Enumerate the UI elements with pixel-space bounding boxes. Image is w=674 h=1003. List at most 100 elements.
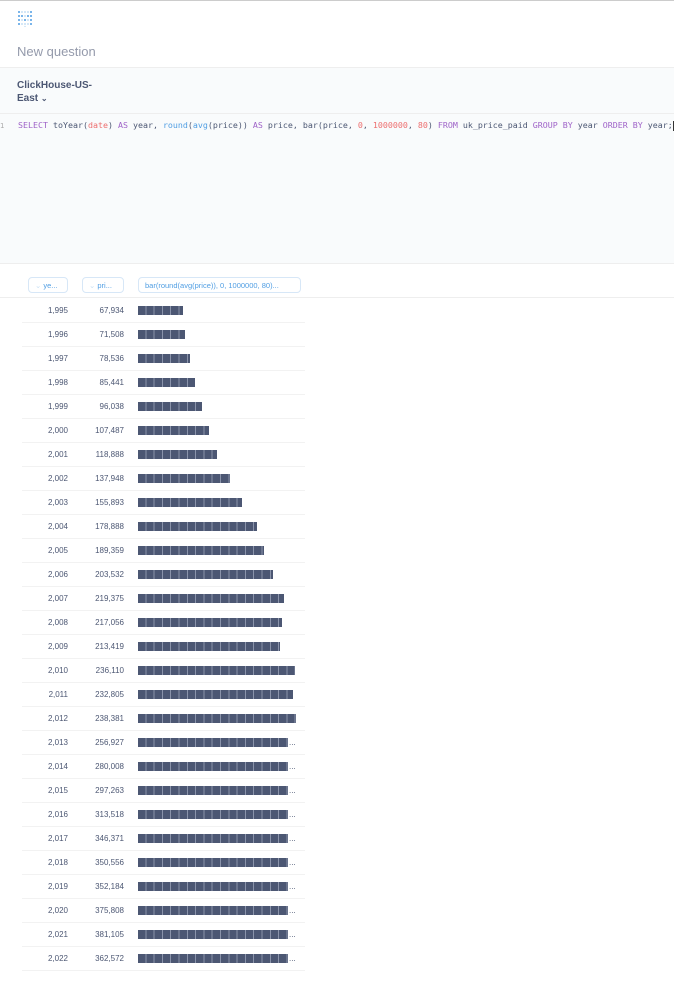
- table-row: 2,008 217,056: [0, 611, 305, 635]
- bar-mark: [138, 402, 202, 411]
- bar-cell: [138, 450, 217, 459]
- sql-editor[interactable]: ClickHouse-US-East ⌄ 1 SELECT toYear(date…: [0, 67, 674, 264]
- table-row: 2,013 256,927...: [0, 731, 305, 755]
- table-row: 2,019 352,184...: [0, 875, 305, 899]
- bar-mark: [138, 738, 288, 747]
- column-headers: ⌄ ye... ⌄ pri... bar(round(avg(price)), …: [0, 277, 674, 297]
- bar-cell: ...: [138, 906, 296, 915]
- price-cell: 137,948: [95, 474, 124, 483]
- bar-cell: ...: [138, 858, 296, 867]
- price-cell: 203,532: [95, 570, 124, 579]
- price-cell: 107,487: [95, 426, 124, 435]
- year-cell: 2,014: [47, 762, 68, 771]
- bar-mark: [138, 642, 280, 651]
- bar-cell: [138, 642, 280, 651]
- year-cell: 2,009: [47, 642, 68, 651]
- bar-cell: ...: [138, 738, 296, 747]
- sql-line[interactable]: 1 SELECT toYear(date) AS year, round(avg(…: [0, 120, 674, 131]
- price-cell: 362,572: [95, 954, 124, 963]
- price-cell: 352,184: [95, 882, 124, 891]
- year-cell: 2,007: [47, 594, 68, 603]
- truncation-ellipsis: ...: [289, 882, 296, 891]
- bar-cell: [138, 714, 297, 723]
- year-cell: 1,999: [47, 402, 68, 411]
- bar-mark: [138, 834, 288, 843]
- year-cell: 2,022: [47, 954, 68, 963]
- bar-mark: [138, 474, 230, 483]
- bar-mark: [138, 570, 274, 579]
- chevron-down-icon: ⌄: [89, 281, 98, 290]
- bar-mark: [138, 594, 284, 603]
- price-cell: 280,008: [95, 762, 124, 771]
- table-row: 2,021 381,105...: [0, 923, 305, 947]
- bar-cell: [138, 378, 195, 387]
- chevron-down-icon: ⌄: [35, 281, 44, 290]
- bar-mark: [138, 954, 288, 963]
- table-row: 2,007 219,375: [0, 587, 305, 611]
- year-cell: 2,004: [47, 522, 68, 531]
- year-cell: 1,997: [47, 354, 68, 363]
- bar-cell: ...: [138, 954, 296, 963]
- price-cell: 350,556: [95, 858, 124, 867]
- year-cell: 1,996: [47, 330, 68, 339]
- column-header-year[interactable]: ⌄ ye...: [28, 277, 68, 293]
- price-cell: 256,927: [95, 738, 124, 747]
- table-row: 1,995 67,934: [0, 299, 305, 323]
- column-label: ye...: [43, 281, 58, 290]
- price-cell: 217,056: [95, 618, 124, 627]
- bar-mark: [138, 714, 297, 723]
- bar-mark: [138, 858, 288, 867]
- table-row: 2,002 137,948: [0, 467, 305, 491]
- table-row: 2,017 346,371...: [0, 827, 305, 851]
- bar-mark: [138, 930, 288, 939]
- column-header-price[interactable]: ⌄ pri...: [82, 277, 124, 293]
- bar-mark: [138, 498, 242, 507]
- truncation-ellipsis: ...: [289, 738, 296, 747]
- table-row: 2,012 238,381: [0, 707, 305, 731]
- bar-cell: [138, 498, 242, 507]
- year-cell: 2,016: [47, 810, 68, 819]
- year-cell: 2,001: [47, 450, 68, 459]
- year-cell: 2,017: [47, 834, 68, 843]
- price-cell: 96,038: [99, 402, 124, 411]
- price-cell: 189,359: [95, 546, 124, 555]
- database-picker[interactable]: ClickHouse-US-East ⌄: [17, 79, 92, 105]
- price-cell: 178,888: [95, 522, 124, 531]
- database-name: ClickHouse-US-East: [17, 80, 93, 104]
- table-row: 1,998 85,441: [0, 371, 305, 395]
- bar-mark: [138, 762, 288, 771]
- truncation-ellipsis: ...: [289, 762, 296, 771]
- bar-mark: [138, 450, 217, 459]
- metabase-logo-icon[interactable]: [17, 9, 33, 27]
- bar-cell: [138, 618, 283, 627]
- results-table: 1,995 67,934 1,996 71,508 1,997 78,536 1,998 85…: [0, 299, 305, 971]
- price-cell: 78,536: [99, 354, 124, 363]
- table-row: 2,004 178,888: [0, 515, 305, 539]
- year-cell: 1,998: [47, 378, 68, 387]
- bar-cell: [138, 594, 284, 603]
- bar-cell: [138, 306, 184, 315]
- price-cell: 313,518: [95, 810, 124, 819]
- bar-cell: [138, 570, 274, 579]
- price-cell: 346,371: [95, 834, 124, 843]
- column-header-bar[interactable]: bar(round(avg(price)), 0, 1000000, 80)..…: [138, 277, 301, 293]
- year-cell: 2,018: [47, 858, 68, 867]
- price-cell: 238,381: [95, 714, 124, 723]
- bar-cell: [138, 690, 293, 699]
- price-cell: 85,441: [99, 378, 124, 387]
- bar-mark: [138, 618, 283, 627]
- table-row: 2,005 189,359: [0, 539, 305, 563]
- truncation-ellipsis: ...: [289, 858, 296, 867]
- price-cell: 375,808: [95, 906, 124, 915]
- price-cell: 232,805: [95, 690, 124, 699]
- line-number: 1: [0, 122, 5, 130]
- bar-cell: ...: [138, 810, 296, 819]
- page-title: New question: [17, 44, 96, 59]
- table-row: 1,999 96,038: [0, 395, 305, 419]
- bar-mark: [138, 330, 186, 339]
- bar-mark: [138, 810, 288, 819]
- table-row: 2,016 313,518...: [0, 803, 305, 827]
- year-cell: 2,020: [47, 906, 68, 915]
- bar-cell: [138, 666, 295, 675]
- table-row: 2,011 232,805: [0, 683, 305, 707]
